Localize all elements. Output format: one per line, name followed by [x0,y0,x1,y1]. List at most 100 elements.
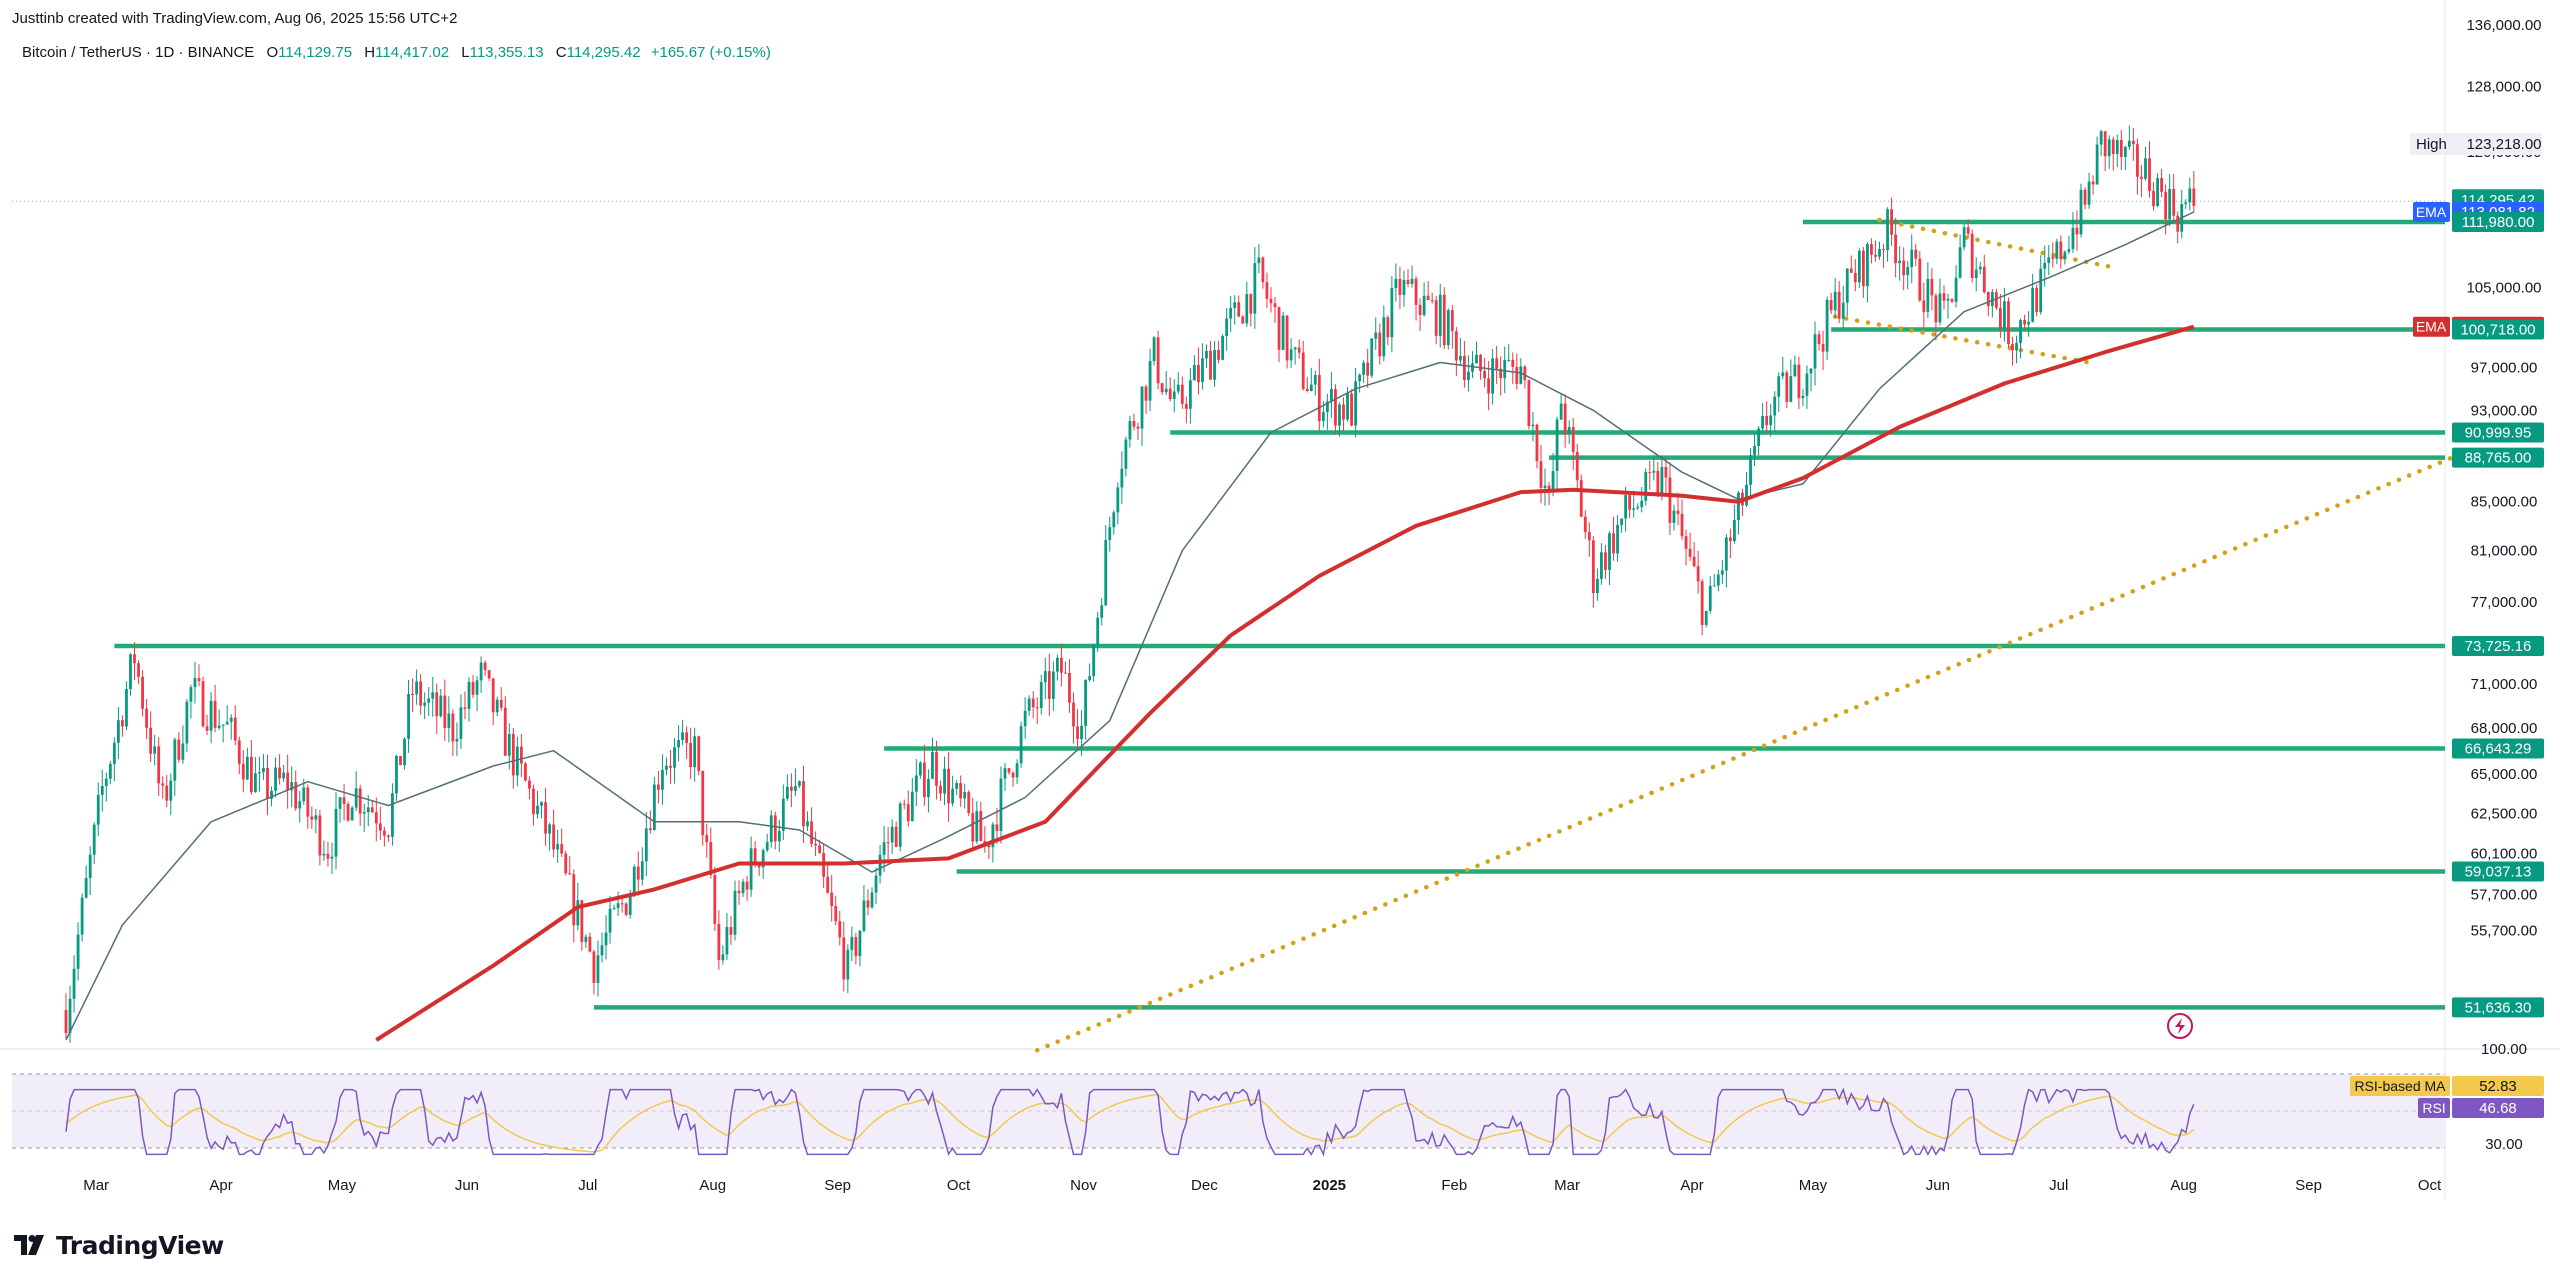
candle-body [870,892,874,908]
candle-body [1221,335,1225,360]
candle-body [1668,477,1672,523]
candle-body [1749,455,1752,485]
candle-body [2123,146,2127,158]
candle-body [769,815,773,843]
candle-body [423,702,427,706]
candle-body [197,678,201,682]
candle-body [584,936,588,943]
candle-body [999,778,1003,831]
candle-body [511,734,515,776]
price-tag [2452,997,2544,1018]
candle-body [1394,278,1398,289]
candle-body [322,853,326,856]
candle-body [1789,376,1793,402]
candle-body [1491,358,1495,394]
candle-body [1233,302,1237,308]
candle-body [439,695,443,717]
candle-body [1890,209,1893,235]
candle-body [2023,320,2026,325]
candle-body [1313,375,1317,385]
candle-body [1503,360,1507,379]
candle-body [1076,726,1079,740]
candle-body [1591,540,1595,594]
candle-body [1886,209,1889,251]
candle-body [1007,768,1011,773]
candle-body [1168,388,1172,400]
price-tag-value: 73,725.16 [2465,638,2532,655]
candle-body [1773,396,1777,416]
candle-body [1656,470,1660,494]
candle-body [818,845,822,854]
candle-body [1301,352,1305,389]
candle-body [931,751,934,779]
candle-body [1555,419,1559,472]
candle-body [374,812,378,824]
candle-body [1245,294,1249,324]
candle-body [310,816,314,820]
x-tick-label: Mar [83,1177,109,1194]
candle-body [640,861,644,880]
candle-body [1712,585,1716,587]
candle-body [1620,518,1623,525]
candle-body [761,850,765,868]
candle-body [1015,763,1019,778]
x-tick-label: Jul [578,1177,597,1194]
candle-body [802,781,805,827]
y-tick-label: 55,700.00 [2471,922,2538,939]
rsi-ma-label-tag [2350,1076,2450,1096]
candle-body [1068,672,1071,703]
candle-body [677,740,680,748]
y-tick-label: 85,000.00 [2471,494,2538,511]
candle-body [366,807,370,813]
candle-body [463,707,467,709]
candle-body [1205,350,1208,359]
candle-body [1583,516,1587,533]
candle-body [906,804,910,822]
candle-body [455,739,459,742]
candle-body [1084,680,1087,726]
candle-body [96,794,100,825]
open-label: O [266,44,279,61]
candle-body [838,921,842,938]
candle-body [1209,350,1212,380]
symbol-name[interactable]: Bitcoin / TetherUS · 1D · BINANCE [22,44,255,61]
candle-body [652,784,656,831]
candle-body [967,791,971,814]
candle-body [1055,657,1059,672]
candle-body [1289,349,1293,361]
candle-body [1019,726,1023,764]
candle-body [773,815,777,842]
x-tick-label: Aug [699,1177,726,1194]
candle-body [1704,610,1708,625]
candle-body [217,725,221,728]
candle-body [2043,262,2047,269]
price-tag [2452,738,2544,759]
candle-body [1293,347,1297,350]
candle-body [616,903,620,908]
candle-body [846,949,850,980]
price-tag-value: 88,765.00 [2465,450,2532,467]
candle-body [914,775,918,792]
candle-body [1265,282,1269,299]
candle-body [1035,707,1039,709]
candle-body [161,783,165,786]
candle-body [1213,349,1216,380]
candle-body [745,881,749,890]
candle-body [358,788,362,814]
candle-body [669,765,672,768]
candle-body [1837,291,1841,319]
candle-body [1325,401,1329,413]
candle-body [524,763,527,781]
candle-body [189,687,193,702]
candle-body [1986,292,1990,307]
tradingview-logo[interactable]: TradingView [14,1230,224,1260]
candle-body [1201,358,1204,383]
candle-body [1950,298,1954,302]
candle-body [435,692,439,717]
x-tick-label: Mar [1554,1177,1580,1194]
candle-body [798,781,801,786]
candle-body [733,890,737,935]
price-tag [2452,636,2544,657]
high-marker-tag [2410,133,2542,155]
